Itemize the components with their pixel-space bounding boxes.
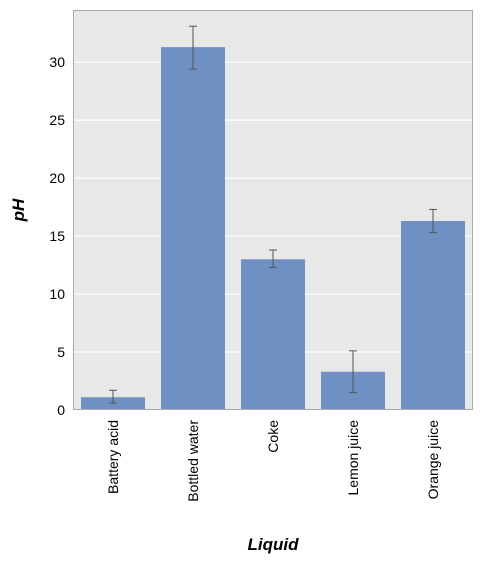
error-bars bbox=[109, 25, 437, 404]
plot-frame bbox=[73, 10, 473, 410]
y-tick-label: 30 bbox=[49, 54, 65, 70]
x-tick-label: Lemon juice bbox=[345, 420, 361, 496]
bar-coke bbox=[241, 259, 305, 410]
bar-battery-acid bbox=[81, 397, 145, 410]
error-bar-bottled-water bbox=[189, 25, 197, 70]
x-tick-label: Orange juice bbox=[425, 420, 441, 500]
x-tick-label: Battery acid bbox=[105, 420, 121, 494]
y-tick-label: 0 bbox=[57, 402, 65, 418]
y-tick-label: 10 bbox=[49, 286, 65, 302]
error-bar-battery-acid bbox=[109, 389, 117, 404]
bars bbox=[81, 47, 465, 411]
error-bar-orange-juice bbox=[429, 208, 437, 234]
y-tick-label: 20 bbox=[49, 170, 65, 186]
x-axis-label: Liquid bbox=[248, 535, 300, 554]
bar-bottled-water bbox=[161, 47, 225, 411]
y-tick-label: 5 bbox=[57, 344, 65, 360]
x-tick-label: Bottled water bbox=[185, 420, 201, 502]
error-bar-lemon-juice bbox=[349, 350, 357, 394]
x-tick-label: Coke bbox=[265, 420, 281, 453]
y-tick-label: 25 bbox=[49, 112, 65, 128]
x-tick-labels: Battery acid Bottled water Coke Lemon juice… bbox=[105, 420, 441, 502]
y-tick-labels: 0 5 10 15 20 25 30 bbox=[49, 54, 65, 418]
y-axis-label: pH bbox=[9, 198, 28, 222]
y-tick-label: 15 bbox=[49, 228, 65, 244]
bar-orange-juice bbox=[401, 221, 465, 410]
error-bar-coke bbox=[269, 249, 277, 268]
